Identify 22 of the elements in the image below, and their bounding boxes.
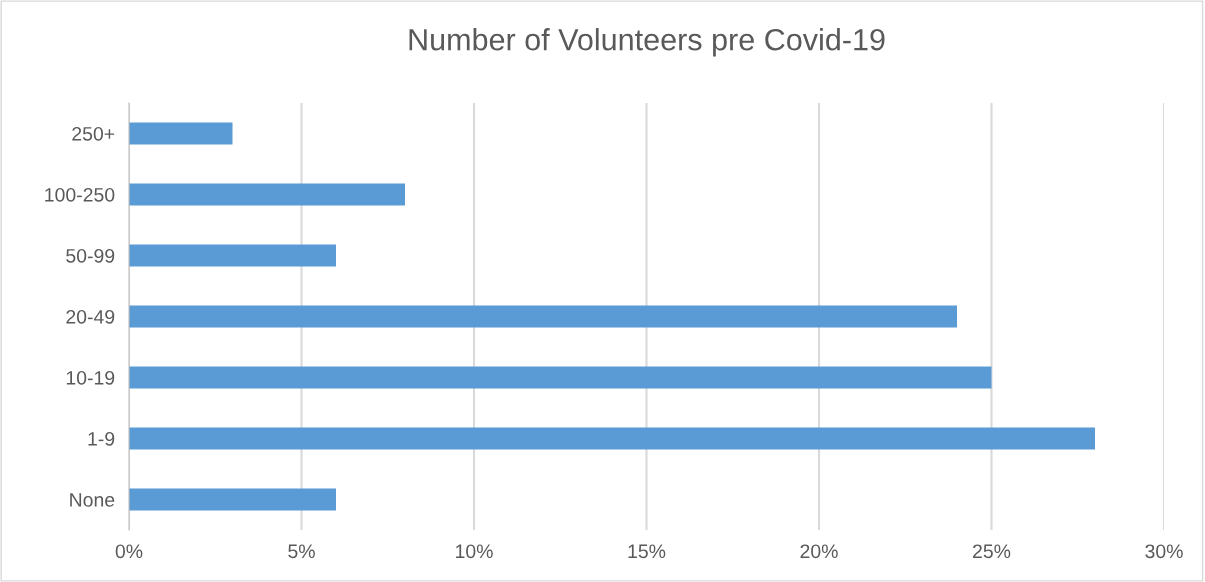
chart-title: Number of Volunteers pre Covid-19 [409, 28, 885, 57]
x-tick-label: 30% [1145, 544, 1183, 559]
x-tick-label: 5% [288, 544, 315, 559]
y-tick-label: 20-49 [66, 309, 115, 324]
x-tick-label: 25% [973, 544, 1011, 559]
x-tick-label: 0% [115, 544, 143, 559]
y-tick-label: 10-19 [66, 370, 115, 385]
bar [129, 122, 233, 145]
y-tick-label: None [70, 493, 115, 507]
x-tick-label: 15% [628, 544, 666, 559]
x-tick-label: 10% [456, 544, 493, 559]
x-tick-label: 20% [800, 544, 838, 559]
y-tick-label: 100-250 [45, 187, 115, 202]
y-tick-label: 250+ [72, 126, 115, 141]
bar [129, 244, 336, 267]
bar [129, 427, 1095, 450]
bar [129, 305, 957, 328]
y-tick-label: 1-9 [88, 431, 115, 446]
bar [129, 183, 405, 206]
bar [129, 488, 336, 511]
y-tick-label: 50-99 [66, 248, 115, 263]
bar [129, 366, 992, 389]
